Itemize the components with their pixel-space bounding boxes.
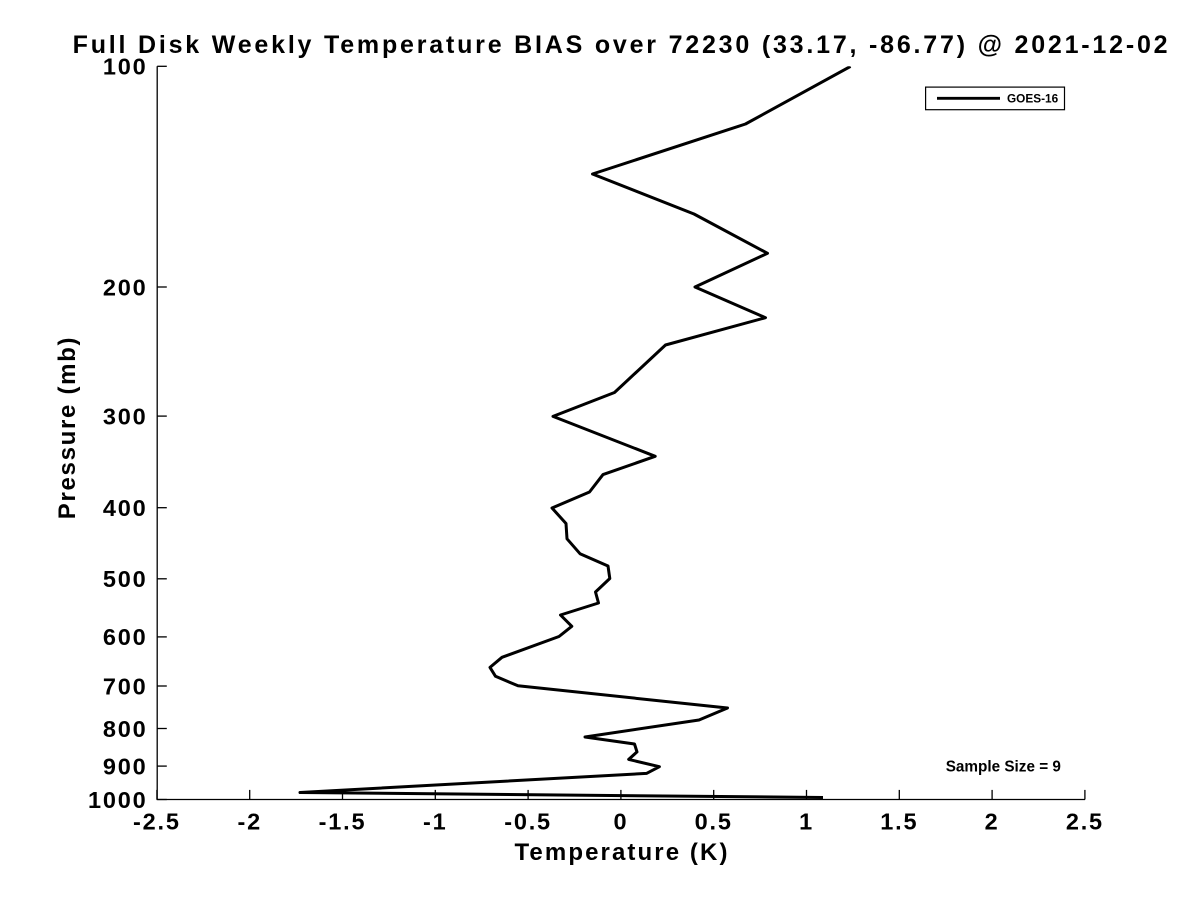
svg-text:-0.5: -0.5 <box>504 809 552 835</box>
svg-text:500: 500 <box>103 566 148 592</box>
svg-text:1: 1 <box>799 809 814 835</box>
svg-text:700: 700 <box>103 673 148 699</box>
svg-text:800: 800 <box>103 716 148 742</box>
svg-text:2: 2 <box>985 809 1000 835</box>
svg-text:-1: -1 <box>423 809 448 835</box>
svg-text:600: 600 <box>103 624 148 650</box>
svg-text:1.5: 1.5 <box>880 809 918 835</box>
svg-text:400: 400 <box>103 495 148 521</box>
svg-text:2.5: 2.5 <box>1066 809 1104 835</box>
svg-text:-2.5: -2.5 <box>133 809 181 835</box>
svg-text:-2: -2 <box>237 809 262 835</box>
svg-text:Temperature (K): Temperature (K) <box>514 839 729 866</box>
svg-text:-1.5: -1.5 <box>319 809 367 835</box>
svg-text:200: 200 <box>103 274 148 300</box>
svg-text:0: 0 <box>613 809 628 835</box>
svg-text:900: 900 <box>103 753 148 779</box>
svg-text:300: 300 <box>103 403 148 429</box>
svg-text:GOES-16: GOES-16 <box>1007 92 1059 106</box>
svg-text:Pressure (mb): Pressure (mb) <box>54 336 81 520</box>
svg-text:0.5: 0.5 <box>695 809 733 835</box>
svg-text:Full Disk Weekly Temperature B: Full Disk Weekly Temperature BIAS over 7… <box>73 31 1171 59</box>
svg-text:1000: 1000 <box>88 787 147 813</box>
svg-text:Sample Size = 9: Sample Size = 9 <box>946 759 1061 776</box>
svg-text:100: 100 <box>103 54 148 80</box>
